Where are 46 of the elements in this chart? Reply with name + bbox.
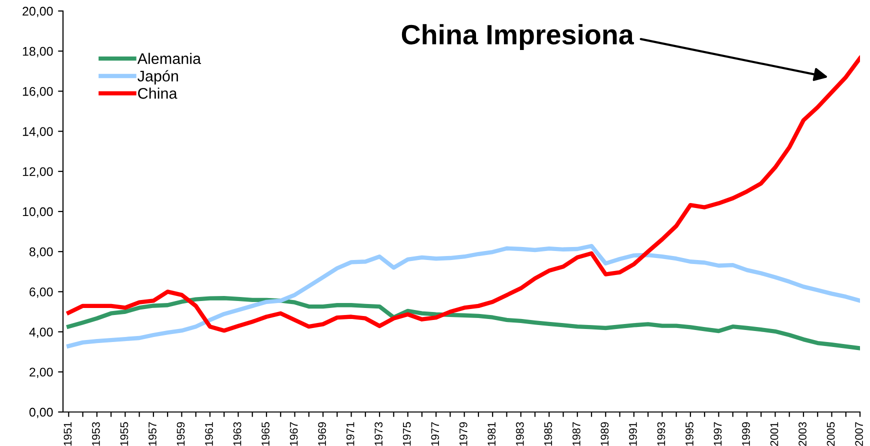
y-tick-label: 8,00 — [29, 247, 53, 258]
x-tick-label: 2007 — [855, 422, 863, 446]
x-tick-label: 2003 — [798, 422, 806, 446]
x-tick-label: 2005 — [826, 422, 835, 446]
x-tick-label: 1999 — [742, 422, 750, 446]
x-tick-label: 1951 — [64, 422, 72, 446]
x-tick-label: 1981 — [488, 422, 496, 446]
legend-label: Alemania — [137, 52, 202, 64]
x-tick-label: 1995 — [686, 422, 694, 446]
x-tick-label: 1991 — [629, 422, 637, 446]
x-tick-label: 1959 — [176, 422, 185, 446]
annotation: China Impresiona — [402, 24, 634, 50]
x-tick-label: 1973 — [374, 422, 383, 446]
x-tick-label: 1989 — [600, 422, 609, 446]
legend-label: Japón — [138, 70, 178, 85]
x-tick-label: 1987 — [572, 422, 580, 446]
x-tick-label: 1993 — [657, 422, 666, 446]
y-tick-label: 16,00 — [22, 87, 53, 98]
x-tick-label: 1965 — [262, 422, 270, 446]
x-tick-label: 1971 — [346, 422, 354, 446]
x-tick-label: 1975 — [402, 422, 411, 446]
x-tick-label: 1969 — [318, 422, 326, 446]
x-tick-label: 2001 — [770, 422, 778, 446]
y-tick-label: 12,00 — [22, 167, 53, 178]
line-series — [66, 296, 860, 350]
y-tick-label: 14,00 — [22, 127, 53, 138]
y-tick-label: 18,00 — [22, 46, 53, 58]
x-tick-label: 1985 — [544, 422, 552, 446]
x-tick-label: 1955 — [120, 422, 128, 446]
y-tick-label: 6,00 — [30, 288, 53, 298]
x-tick-label: 1997 — [714, 422, 722, 446]
y-tick-label: 2,00 — [30, 368, 53, 378]
x-tick-label: 1977 — [431, 422, 440, 446]
x-tick-label: 1961 — [205, 422, 213, 446]
x-tick-label: 1957 — [148, 422, 156, 446]
legend-label: China — [138, 88, 178, 99]
y-tick-label: 0,00 — [29, 408, 53, 418]
x-tick-label: 1983 — [516, 422, 524, 446]
y-tick-label: 10,00 — [22, 207, 53, 218]
x-tick-label: 1979 — [459, 422, 468, 446]
y-tick-label: 4,00 — [29, 328, 53, 338]
x-tick-label: 1967 — [290, 422, 298, 446]
line-series — [66, 244, 860, 348]
y-tick-label: 20,00 — [22, 6, 53, 18]
x-tick-label: 1953 — [92, 422, 100, 446]
x-tick-label: 1963 — [233, 422, 242, 446]
